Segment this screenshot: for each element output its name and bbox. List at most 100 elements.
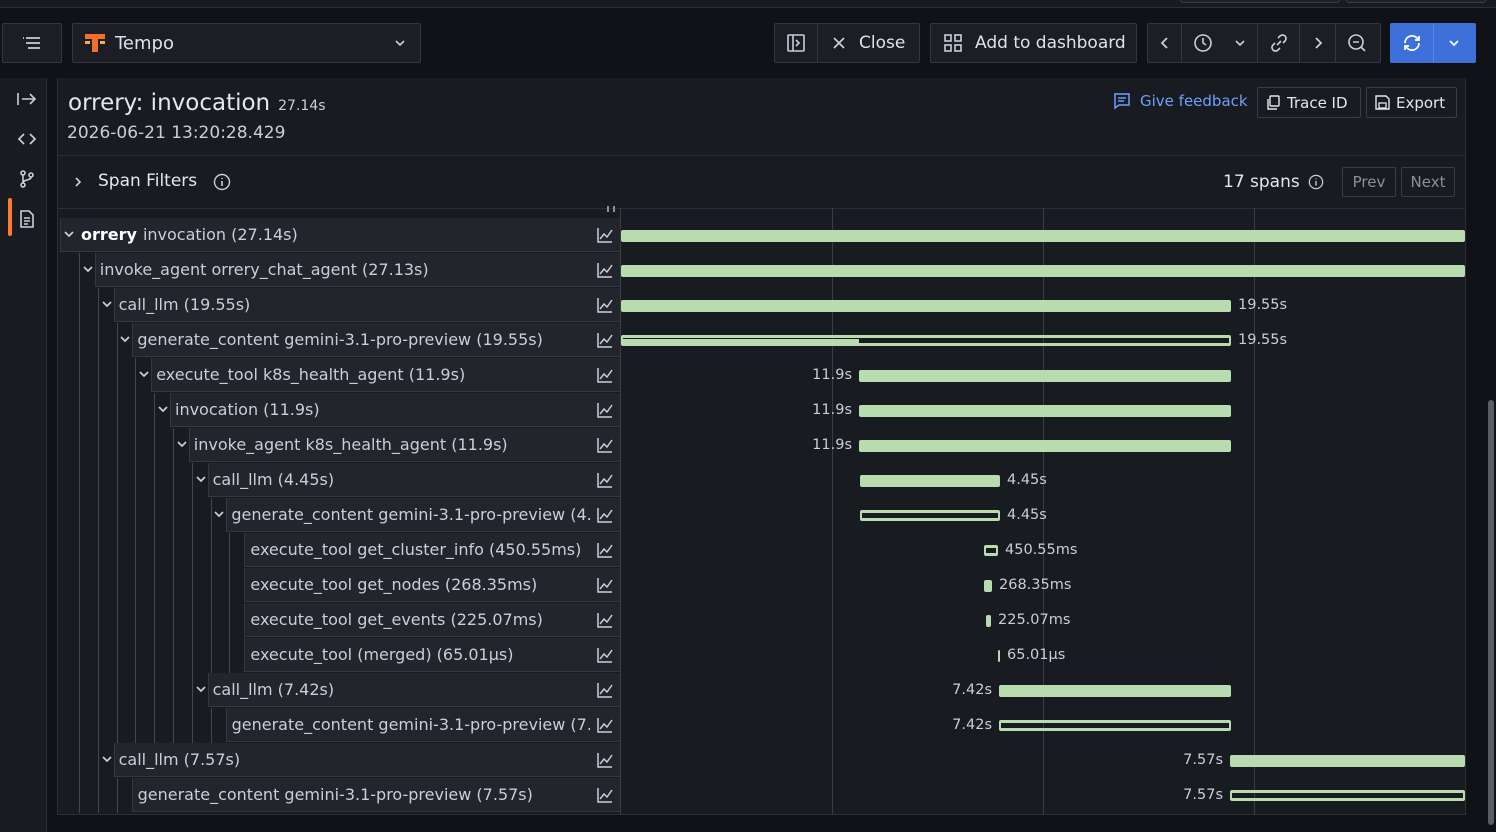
span-name-cell[interactable] <box>151 358 620 392</box>
span-name-cell[interactable] <box>113 288 620 322</box>
nav-code[interactable] <box>8 120 46 158</box>
chevron-down-icon[interactable] <box>175 437 189 451</box>
span-row[interactable]: invocation (11.9s) 11.9s <box>58 393 1465 428</box>
span-name-cell[interactable] <box>226 498 620 532</box>
trace-id-button[interactable]: Trace ID <box>1257 87 1361 118</box>
export-button[interactable]: Export <box>1366 87 1457 118</box>
span-row[interactable]: call_llm (7.57s) 7.57s <box>58 743 1465 778</box>
chevron-down-icon[interactable] <box>100 752 114 766</box>
span-metrics-chart-icon[interactable] <box>596 401 614 419</box>
chevron-down-icon[interactable] <box>100 297 114 311</box>
span-row[interactable]: orrery invocation (27.14s) <box>58 218 1465 253</box>
span-name-cell[interactable] <box>244 603 620 637</box>
span-row[interactable]: generate_content gemini-3.1-pro-preview … <box>58 323 1465 358</box>
span-row[interactable]: invoke_agent orrery_chat_agent (27.13s) <box>58 253 1465 288</box>
span-row[interactable]: execute_tool (merged) (65.01µs) 65.01µs <box>58 638 1465 673</box>
span-row[interactable]: generate_content gemini-3.1-pro-preview … <box>58 778 1465 813</box>
zoom-out-button[interactable] <box>1336 24 1378 62</box>
span-label[interactable]: execute_tool get_nodes (268.35ms) <box>250 575 590 594</box>
span-metrics-chart-icon[interactable] <box>596 576 614 594</box>
span-name-cell[interactable] <box>131 778 620 812</box>
nav-branch[interactable] <box>8 160 46 198</box>
span-bar[interactable] <box>621 265 1465 277</box>
refresh-interval-button[interactable] <box>1434 24 1475 62</box>
span-row[interactable]: execute_tool get_events (225.07ms) 225.07… <box>58 603 1465 638</box>
split-view-button[interactable] <box>775 24 818 62</box>
chevron-down-icon[interactable] <box>62 227 76 241</box>
chevron-down-icon[interactable] <box>194 682 208 696</box>
span-metrics-chart-icon[interactable] <box>596 786 614 804</box>
span-label[interactable]: generate_content gemini-3.1-pro-preview … <box>137 330 590 349</box>
span-label[interactable]: invocation (11.9s) <box>175 400 590 419</box>
span-bar[interactable] <box>999 685 1231 697</box>
span-metrics-chart-icon[interactable] <box>596 681 614 699</box>
span-row[interactable]: call_llm (7.42s) 7.42s <box>58 673 1465 708</box>
span-bar[interactable] <box>860 510 1000 521</box>
span-label[interactable]: generate_content gemini-3.1-pro-preview … <box>138 785 590 804</box>
chevron-down-icon[interactable] <box>137 367 151 381</box>
span-row[interactable]: generate_content gemini-3.1-pro-preview … <box>58 708 1465 743</box>
span-bar[interactable] <box>859 370 1231 382</box>
chevron-down-icon[interactable] <box>81 262 95 276</box>
span-metrics-chart-icon[interactable] <box>596 506 614 524</box>
span-bar[interactable] <box>984 580 992 592</box>
span-name-cell[interactable] <box>207 463 620 497</box>
span-metrics-chart-icon[interactable] <box>596 436 614 454</box>
next-button[interactable]: Next <box>1401 167 1455 197</box>
span-name-cell[interactable] <box>188 428 620 462</box>
give-feedback-link[interactable]: Give feedback <box>1113 92 1248 110</box>
span-name-cell[interactable] <box>244 638 620 672</box>
span-row[interactable]: call_llm (4.45s) 4.45s <box>58 463 1465 498</box>
menu-toggle-button[interactable] <box>2 23 62 63</box>
span-bar[interactable] <box>1230 790 1465 801</box>
span-bar[interactable] <box>621 230 1465 242</box>
span-metrics-chart-icon[interactable] <box>596 751 614 769</box>
span-name-cell[interactable] <box>170 393 620 427</box>
span-metrics-chart-icon[interactable] <box>596 611 614 629</box>
time-forward-button[interactable] <box>1300 24 1336 62</box>
span-label[interactable]: generate_content gemini-3.1-pro-preview … <box>232 715 590 734</box>
span-name-cell[interactable] <box>225 708 620 742</box>
span-metrics-chart-icon[interactable] <box>596 471 614 489</box>
span-row[interactable]: execute_tool get_cluster_info (450.55ms)… <box>58 533 1465 568</box>
span-label[interactable]: call_llm (19.55s) <box>119 295 590 314</box>
span-label[interactable]: invoke_agent k8s_health_agent (11.9s) <box>194 435 590 454</box>
span-metrics-chart-icon[interactable] <box>596 366 614 384</box>
time-back-button[interactable] <box>1148 24 1182 62</box>
time-range-pill[interactable] <box>1180 0 1340 3</box>
page-scrollbar[interactable] <box>1488 400 1494 825</box>
span-bar[interactable] <box>999 720 1231 731</box>
sync-link-button[interactable] <box>1258 24 1300 62</box>
chevron-down-icon[interactable] <box>118 332 132 346</box>
span-metrics-chart-icon[interactable] <box>596 296 614 314</box>
span-label[interactable]: generate_content gemini-3.1-pro-preview … <box>231 505 590 524</box>
span-label[interactable]: call_llm (4.45s) <box>213 470 590 489</box>
span-label[interactable]: execute_tool k8s_health_agent (11.9s) <box>156 365 590 384</box>
span-name-cell[interactable] <box>244 568 620 602</box>
chevron-down-icon[interactable] <box>156 402 170 416</box>
timeline-divider[interactable] <box>620 208 621 815</box>
datasource-picker[interactable]: Tempo <box>72 23 421 63</box>
chevron-right-icon[interactable] <box>73 176 83 188</box>
span-bar[interactable] <box>621 300 1231 312</box>
span-row[interactable]: generate_content gemini-3.1-pro-preview … <box>58 498 1465 533</box>
span-label[interactable]: invoke_agent orrery_chat_agent (27.13s) <box>100 260 590 279</box>
span-metrics-chart-icon[interactable] <box>596 261 614 279</box>
span-row[interactable]: invoke_agent k8s_health_agent (11.9s) 11.… <box>58 428 1465 463</box>
span-metrics-chart-icon[interactable] <box>596 226 614 244</box>
span-name-cell[interactable] <box>132 323 620 357</box>
span-label[interactable]: execute_tool get_events (225.07ms) <box>250 610 590 629</box>
span-row[interactable]: execute_tool get_nodes (268.35ms) 268.35m… <box>58 568 1465 603</box>
span-name-cell[interactable] <box>113 743 620 777</box>
refresh-button[interactable] <box>1391 24 1434 62</box>
span-bar[interactable] <box>1230 755 1465 767</box>
chevron-down-icon[interactable] <box>212 507 226 521</box>
span-row[interactable]: execute_tool k8s_health_agent (11.9s) 11.… <box>58 358 1465 393</box>
add-to-dashboard-button[interactable]: Add to dashboard <box>930 23 1137 63</box>
span-label[interactable]: call_llm (7.42s) <box>213 680 590 699</box>
refresh-pill[interactable] <box>1346 0 1486 3</box>
span-metrics-chart-icon[interactable] <box>596 716 614 734</box>
span-metrics-chart-icon[interactable] <box>596 646 614 664</box>
span-bar[interactable] <box>986 615 991 627</box>
span-label[interactable]: execute_tool get_cluster_info (450.55ms) <box>250 540 590 559</box>
